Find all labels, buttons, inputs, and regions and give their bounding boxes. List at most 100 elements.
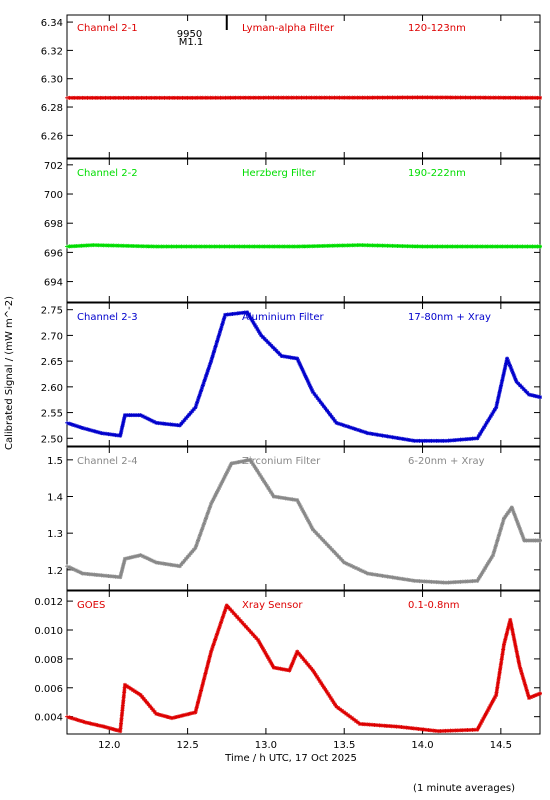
data-point bbox=[309, 525, 314, 530]
data-point bbox=[87, 427, 92, 432]
data-point bbox=[330, 547, 335, 552]
data-point bbox=[518, 529, 523, 534]
data-point bbox=[152, 95, 157, 100]
data-point bbox=[122, 682, 127, 687]
data-point bbox=[476, 576, 481, 581]
data-point bbox=[218, 483, 223, 488]
panel-3-series-1 bbox=[65, 310, 542, 443]
data-point bbox=[315, 244, 320, 249]
data-point bbox=[220, 95, 225, 100]
data-point bbox=[424, 438, 429, 443]
data-point bbox=[179, 421, 184, 426]
y-tick-label: 1.2 bbox=[47, 566, 63, 577]
data-point bbox=[89, 243, 94, 248]
data-point bbox=[494, 687, 499, 692]
data-point bbox=[78, 425, 83, 430]
x-tick-label: 13.5 bbox=[333, 740, 355, 751]
data-point bbox=[496, 95, 501, 100]
data-point bbox=[418, 95, 423, 100]
data-point bbox=[67, 244, 72, 249]
data-point bbox=[423, 95, 428, 100]
data-point bbox=[360, 95, 365, 100]
data-point bbox=[500, 655, 505, 660]
data-point bbox=[400, 576, 405, 581]
data-point bbox=[243, 624, 248, 629]
data-point bbox=[80, 95, 85, 100]
data-point bbox=[463, 95, 468, 100]
data-point bbox=[245, 310, 250, 315]
panel-5-filter-label: Xray Sensor bbox=[242, 600, 303, 611]
data-point bbox=[496, 680, 501, 685]
data-point bbox=[235, 311, 240, 316]
data-point bbox=[480, 244, 485, 249]
data-point bbox=[129, 555, 134, 560]
data-point bbox=[278, 495, 283, 500]
data-point bbox=[416, 726, 421, 731]
data-point bbox=[402, 437, 407, 442]
panel-channel-2-1: Channel 2-1 Lyman-alpha Filter 120-123nm… bbox=[41, 14, 542, 159]
data-point bbox=[338, 707, 343, 712]
data-point bbox=[287, 244, 292, 249]
data-point bbox=[69, 716, 74, 721]
data-point bbox=[468, 579, 473, 584]
data-point bbox=[204, 669, 209, 674]
data-point bbox=[203, 518, 208, 523]
data-point bbox=[395, 243, 400, 248]
data-point bbox=[95, 723, 100, 728]
data-point bbox=[297, 361, 302, 366]
data-point bbox=[222, 244, 227, 249]
data-point bbox=[361, 569, 366, 574]
data-point bbox=[309, 387, 314, 392]
data-point bbox=[314, 394, 319, 399]
y-tick-label: 1.4 bbox=[47, 493, 63, 504]
data-point bbox=[256, 95, 261, 100]
data-point bbox=[100, 724, 105, 729]
data-point bbox=[476, 434, 481, 439]
data-point bbox=[337, 555, 342, 559]
data-point bbox=[202, 244, 207, 249]
data-point bbox=[473, 244, 478, 249]
data-point bbox=[453, 438, 458, 443]
data-point bbox=[414, 726, 419, 731]
y-tick-label: 696 bbox=[44, 248, 63, 259]
data-point bbox=[436, 438, 441, 443]
data-point bbox=[499, 660, 504, 665]
data-point bbox=[296, 500, 301, 505]
data-point bbox=[385, 574, 390, 579]
data-point bbox=[350, 716, 355, 721]
data-point bbox=[184, 244, 189, 249]
data-point bbox=[390, 575, 395, 580]
data-point bbox=[121, 695, 126, 700]
data-point bbox=[300, 244, 305, 249]
data-point bbox=[138, 693, 143, 697]
data-point bbox=[298, 653, 303, 658]
data-point bbox=[166, 244, 171, 249]
data-point bbox=[188, 410, 193, 415]
data-point bbox=[208, 504, 213, 509]
data-point bbox=[522, 538, 527, 543]
data-point bbox=[368, 431, 373, 436]
data-point bbox=[502, 366, 507, 371]
data-point bbox=[362, 243, 367, 248]
data-point bbox=[521, 678, 526, 683]
data-point bbox=[215, 488, 220, 493]
data-point bbox=[332, 418, 337, 423]
data-point bbox=[433, 95, 438, 100]
data-point bbox=[324, 689, 329, 694]
data-point bbox=[463, 437, 468, 442]
data-point bbox=[387, 95, 392, 100]
data-point bbox=[339, 422, 344, 427]
data-point bbox=[120, 708, 125, 713]
data-point bbox=[429, 438, 434, 443]
data-point bbox=[458, 95, 463, 100]
data-point bbox=[436, 580, 441, 585]
data-point bbox=[453, 95, 458, 100]
data-point bbox=[526, 538, 531, 543]
data-point bbox=[198, 390, 203, 395]
data-point bbox=[400, 436, 405, 441]
data-point bbox=[252, 464, 257, 469]
data-point bbox=[276, 495, 281, 500]
data-point bbox=[382, 723, 387, 728]
data-point bbox=[310, 668, 315, 673]
